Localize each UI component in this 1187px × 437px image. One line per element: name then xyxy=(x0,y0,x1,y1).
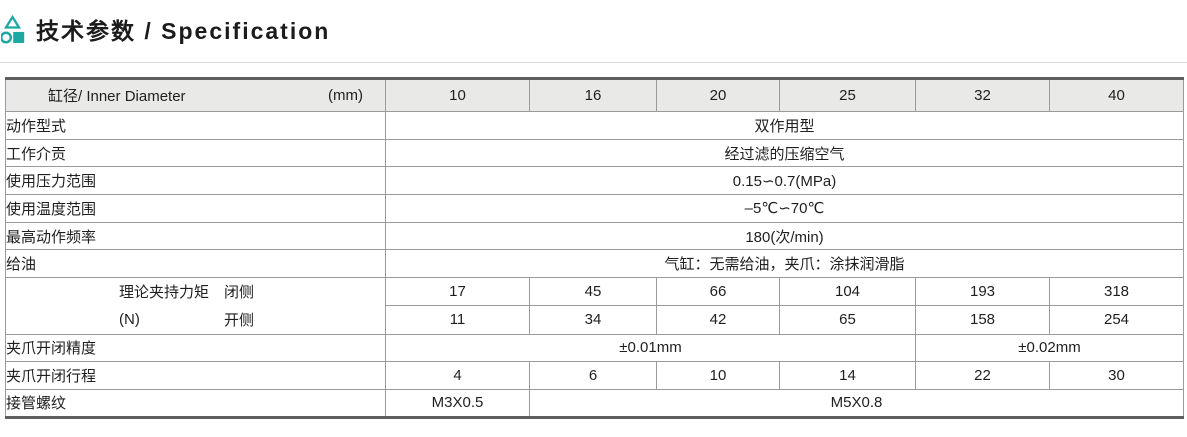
stroke-value: 4 xyxy=(385,361,530,390)
row-value: 双作用型 xyxy=(385,111,1184,140)
torque-open-value: 42 xyxy=(656,305,780,335)
torque-close-value: 104 xyxy=(779,277,916,307)
torque-close-value: 66 xyxy=(656,277,780,307)
row-label: 使用温度范围 xyxy=(5,194,386,223)
header-col-bore: 40 xyxy=(1049,78,1184,112)
table-row-torque-close: 理论夹持力矩 闭侧 (N) 开侧 17 45 66 104 193 318 xyxy=(5,277,1184,335)
table-header-row: 缸径/ Inner Diameter (mm) 10 16 20 25 32 4… xyxy=(5,78,1184,112)
row-label: 动作型式 xyxy=(5,111,386,140)
torque-label: 理论夹持力矩 xyxy=(119,284,210,302)
table-row-stroke: 夹爪开闭行程 4 6 10 14 22 30 xyxy=(5,361,1184,390)
torque-open-value: 11 xyxy=(385,305,530,335)
torque-open-label: 开侧 xyxy=(224,312,255,330)
table-row-action-type: 动作型式 双作用型 xyxy=(5,111,1184,140)
table-row-torque-open: 11 34 42 65 158 254 xyxy=(6,305,1184,335)
row-value: 0.15∽0.7(MPa) xyxy=(385,166,1184,196)
section-title-bar: 技术参数 / Specification xyxy=(1,12,330,46)
header-col-bore: 25 xyxy=(779,78,916,112)
precision-value-small: ±0.01mm xyxy=(385,333,916,363)
torque-open-value: 65 xyxy=(779,305,916,335)
stroke-value: 6 xyxy=(529,361,657,390)
row-label: 工作介贡 xyxy=(5,138,386,168)
torque-open-value: 254 xyxy=(1049,305,1184,335)
table-row-working-medium: 工作介贡 经过滤的压缩空气 xyxy=(5,138,1184,168)
header-unit-label: (mm) xyxy=(328,87,363,104)
row-value: –5℃∽70℃ xyxy=(385,194,1184,223)
torque-close-value: 193 xyxy=(915,277,1050,307)
torque-open-value: 158 xyxy=(915,305,1050,335)
torque-unit-label: (N) xyxy=(119,311,140,329)
stroke-value: 22 xyxy=(915,361,1050,390)
row-value: 180(次/min) xyxy=(385,221,1184,251)
row-label: 使用压力范围 xyxy=(5,166,386,196)
table-row-temperature-range: 使用温度范围 –5℃∽70℃ xyxy=(5,194,1184,223)
table-row-lubrication: 给油 气缸：无需给油，夹爪：涂抹润滑脂 xyxy=(5,249,1184,279)
stroke-value: 10 xyxy=(656,361,780,390)
torque-close-value: 318 xyxy=(1049,277,1184,307)
row-label: 接管螺纹 xyxy=(5,388,386,418)
header-col-bore: 20 xyxy=(656,78,780,112)
header-col-bore: 16 xyxy=(529,78,657,112)
row-value: 经过滤的压缩空气 xyxy=(385,138,1184,168)
triangle-circle-square-icon xyxy=(1,14,25,44)
torque-close-value: 45 xyxy=(529,277,657,307)
header-col-bore: 10 xyxy=(385,78,530,112)
header-param-cell: 缸径/ Inner Diameter (mm) xyxy=(5,78,386,112)
table-row-thread: 接管螺纹 M3X0.5 M5X0.8 xyxy=(5,388,1184,418)
table-row-pressure-range: 使用压力范围 0.15∽0.7(MPa) xyxy=(5,166,1184,196)
header-col-bore: 32 xyxy=(915,78,1050,112)
thread-value-m3: M3X0.5 xyxy=(385,388,530,418)
row-value: 气缸：无需给油，夹爪：涂抹润滑脂 xyxy=(385,249,1184,279)
page-title: 技术参数 / Specification xyxy=(36,18,331,44)
row-label: 夹爪开闭精度 xyxy=(5,333,386,363)
specification-table: 缸径/ Inner Diameter (mm) 10 16 20 25 32 4… xyxy=(5,77,1184,419)
header-param-label: 缸径/ Inner Diameter xyxy=(48,88,186,105)
torque-close-value: 17 xyxy=(385,277,530,307)
header-divider-line xyxy=(0,62,1187,63)
table-row-max-frequency: 最高动作频率 180(次/min) xyxy=(5,221,1184,251)
torque-label-cell: 理论夹持力矩 闭侧 (N) 开侧 xyxy=(5,277,386,335)
table-row-precision: 夹爪开闭精度 ±0.01mm ±0.02mm xyxy=(5,333,1184,363)
torque-close-label: 闭侧 xyxy=(224,284,255,302)
precision-value-large: ±0.02mm xyxy=(915,333,1184,363)
stroke-value: 14 xyxy=(779,361,916,390)
stroke-value: 30 xyxy=(1049,361,1184,390)
row-label: 夹爪开闭行程 xyxy=(5,361,386,390)
thread-value-m5: M5X0.8 xyxy=(529,388,1184,418)
torque-open-value: 34 xyxy=(529,305,657,335)
row-label: 给油 xyxy=(5,249,386,279)
row-label: 最高动作频率 xyxy=(5,221,386,251)
